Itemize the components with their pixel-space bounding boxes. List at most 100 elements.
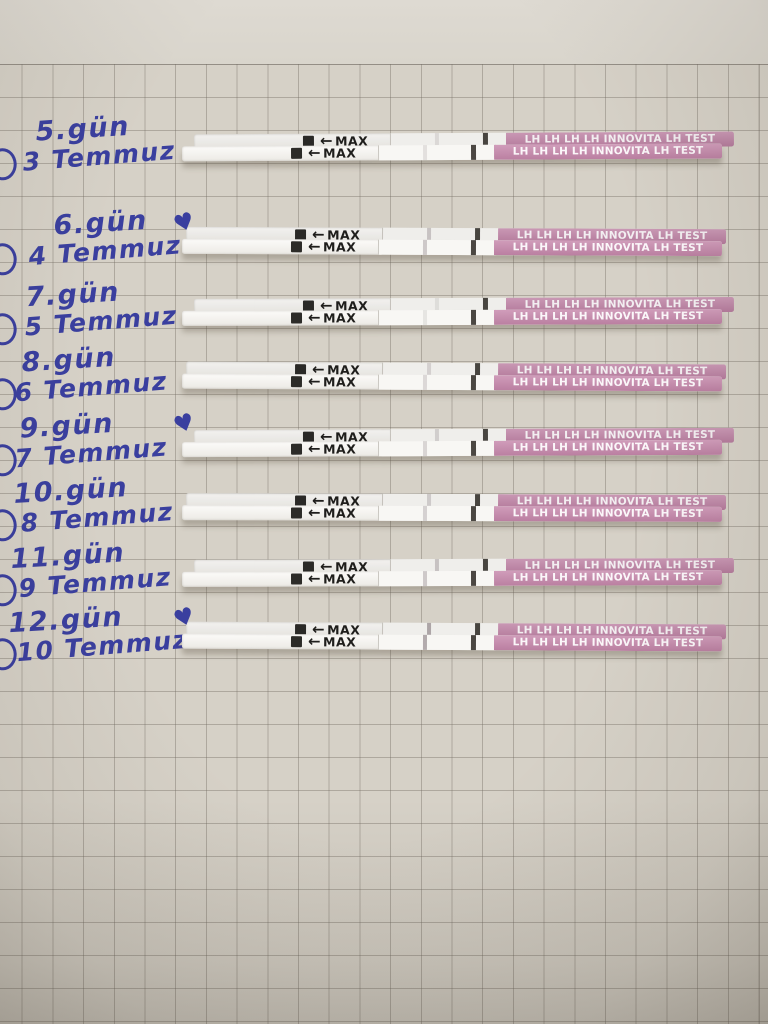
max-marker-bar <box>290 147 303 159</box>
result-window <box>377 239 497 256</box>
handwritten-label: 8.gün 6 Temmuz <box>0 342 187 411</box>
control-line <box>470 309 477 325</box>
max-label: MAX <box>323 634 357 650</box>
arrow-left-icon: ← <box>307 372 322 391</box>
graph-paper-grid <box>0 64 768 1024</box>
max-marker-bar <box>290 636 303 648</box>
brand-text: LH LH LH LH INNOVITA LH TEST <box>512 241 704 255</box>
handwritten-label: 7.gün 5 Temmuz <box>0 277 187 346</box>
strip-pair: ← MAX LH LH LH LH INNOVITA LH TEST ← MAX… <box>181 296 734 329</box>
brand-text: LH LH LH LH INNOVITA LH TEST <box>512 507 704 520</box>
lh-test-strip: ← MAX LH LH LH LH INNOVITA LH TEST <box>181 503 723 522</box>
paper-top-margin <box>0 0 768 65</box>
max-level-mark: ← MAX <box>307 439 357 458</box>
max-label: MAX <box>323 571 357 587</box>
brand-text: LH LH LH LH INNOVITA LH TEST <box>512 636 704 650</box>
max-label: MAX <box>323 505 357 521</box>
control-line <box>470 506 477 522</box>
strip-pair: ← MAX LH LH LH LH INNOVITA LH TEST ← MAX… <box>181 492 727 525</box>
handwritten-label: 11.gün 9 Temmuz <box>0 537 187 607</box>
strip-pair: ← MAX LH LH LH LH INNOVITA LH TEST ← MAX… <box>181 360 727 395</box>
max-marker-bar <box>290 443 303 455</box>
handwritten-label: 5.gün 3 Temmuz <box>0 111 187 181</box>
arrow-left-icon: ← <box>307 439 322 458</box>
brand-handle: LH LH LH LH INNOVITA LH TEST <box>493 439 723 456</box>
result-window <box>377 374 497 391</box>
test-line <box>422 571 428 587</box>
test-line <box>422 145 428 161</box>
handwritten-label: 6.gün 4 Temmuz <box>0 205 187 276</box>
strip-pair: ← MAX LH LH LH LH INNOVITA LH TEST ← MAX… <box>181 620 727 655</box>
day-row: 5.gün 3 Temmuz ← MAX LH LH LH LH INNOVIT… <box>0 111 768 203</box>
test-line <box>422 634 428 650</box>
max-level-mark: ← MAX <box>307 632 357 651</box>
brand-text: LH LH LH LH INNOVITA LH TEST <box>512 144 704 158</box>
handwritten-label: 12.gün 10 Temmuz <box>0 601 190 671</box>
test-line <box>422 310 428 326</box>
control-line <box>470 240 477 256</box>
test-line <box>422 441 428 457</box>
max-marker-bar <box>290 376 303 388</box>
result-window <box>377 634 497 651</box>
max-level-mark: ← MAX <box>307 237 357 256</box>
lh-test-strip: ← MAX LH LH LH LH INNOVITA LH TEST <box>181 372 723 392</box>
lh-test-strip: ← MAX LH LH LH LH INNOVITA LH TEST <box>181 143 723 162</box>
control-line <box>470 440 477 456</box>
result-window <box>377 570 497 587</box>
brand-handle: LH LH LH LH INNOVITA LH TEST <box>493 570 723 586</box>
handwritten-label: 9.gün 7 Temmuz <box>0 408 187 477</box>
max-label: MAX <box>323 145 357 161</box>
brand-handle: LH LH LH LH INNOVITA LH TEST <box>493 240 723 257</box>
test-line <box>422 239 428 255</box>
max-label: MAX <box>323 239 357 255</box>
result-window <box>377 505 497 522</box>
max-level-mark: ← MAX <box>307 308 357 327</box>
lh-test-strip: ← MAX LH LH LH LH INNOVITA LH TEST <box>181 439 723 458</box>
brand-handle: LH LH LH LH INNOVITA LH TEST <box>493 375 723 392</box>
arrow-left-icon: ← <box>307 143 322 162</box>
result-window <box>377 144 497 161</box>
lh-test-strip: ← MAX LH LH LH LH INNOVITA LH TEST <box>181 632 723 652</box>
max-level-mark: ← MAX <box>307 569 357 588</box>
max-marker-bar <box>290 312 303 324</box>
control-line <box>470 144 477 160</box>
brand-text: LH LH LH LH INNOVITA LH TEST <box>512 310 704 323</box>
max-level-mark: ← MAX <box>308 503 357 521</box>
result-window <box>377 309 497 326</box>
strip-pair: ← MAX LH LH LH LH INNOVITA LH TEST ← MAX… <box>181 225 727 259</box>
brand-handle: LH LH LH LH INNOVITA LH TEST <box>493 309 723 325</box>
max-marker-bar <box>290 241 303 253</box>
arrow-left-icon: ← <box>307 569 322 588</box>
brand-text: LH LH LH LH INNOVITA LH TEST <box>512 376 704 390</box>
max-label: MAX <box>323 374 357 390</box>
arrow-left-icon: ← <box>307 237 322 256</box>
result-window <box>377 440 497 457</box>
brand-handle: LH LH LH LH INNOVITA LH TEST <box>493 635 723 652</box>
strip-pair: ← MAX LH LH LH LH INNOVITA LH TEST ← MAX… <box>181 131 734 165</box>
lh-test-strip: ← MAX LH LH LH LH INNOVITA LH TEST <box>181 308 723 327</box>
brand-handle: LH LH LH LH INNOVITA LH TEST <box>493 506 723 522</box>
control-line <box>470 375 477 391</box>
handwritten-label: 10.gün 8 Temmuz <box>0 472 187 542</box>
strip-pair: ← MAX LH LH LH LH INNOVITA LH TEST ← MAX… <box>181 428 734 460</box>
max-marker-bar <box>290 507 303 519</box>
max-level-mark: ← MAX <box>307 143 357 162</box>
control-line <box>470 570 477 586</box>
max-label: MAX <box>323 441 357 457</box>
test-line <box>422 505 428 521</box>
arrow-left-icon: ← <box>307 632 322 651</box>
max-level-mark: ← MAX <box>307 372 357 391</box>
strip-pair: ← MAX LH LH LH LH INNOVITA LH TEST ← MAX… <box>181 557 734 590</box>
day-row: 12.gün 10 Temmuz ♥ ← MAX LH LH LH LH INN… <box>0 601 768 693</box>
test-line <box>422 374 428 390</box>
lh-test-strip: ← MAX LH LH LH LH INNOVITA LH TEST <box>181 237 723 257</box>
brand-handle: LH LH LH LH INNOVITA LH TEST <box>493 143 723 160</box>
max-label: MAX <box>323 310 357 326</box>
lh-test-strip: ← MAX LH LH LH LH INNOVITA LH TEST <box>181 569 723 588</box>
max-marker-bar <box>290 573 303 585</box>
brand-text: LH LH LH LH INNOVITA LH TEST <box>512 571 704 584</box>
arrow-left-icon: ← <box>307 308 322 327</box>
brand-text: LH LH LH LH INNOVITA LH TEST <box>512 440 704 454</box>
